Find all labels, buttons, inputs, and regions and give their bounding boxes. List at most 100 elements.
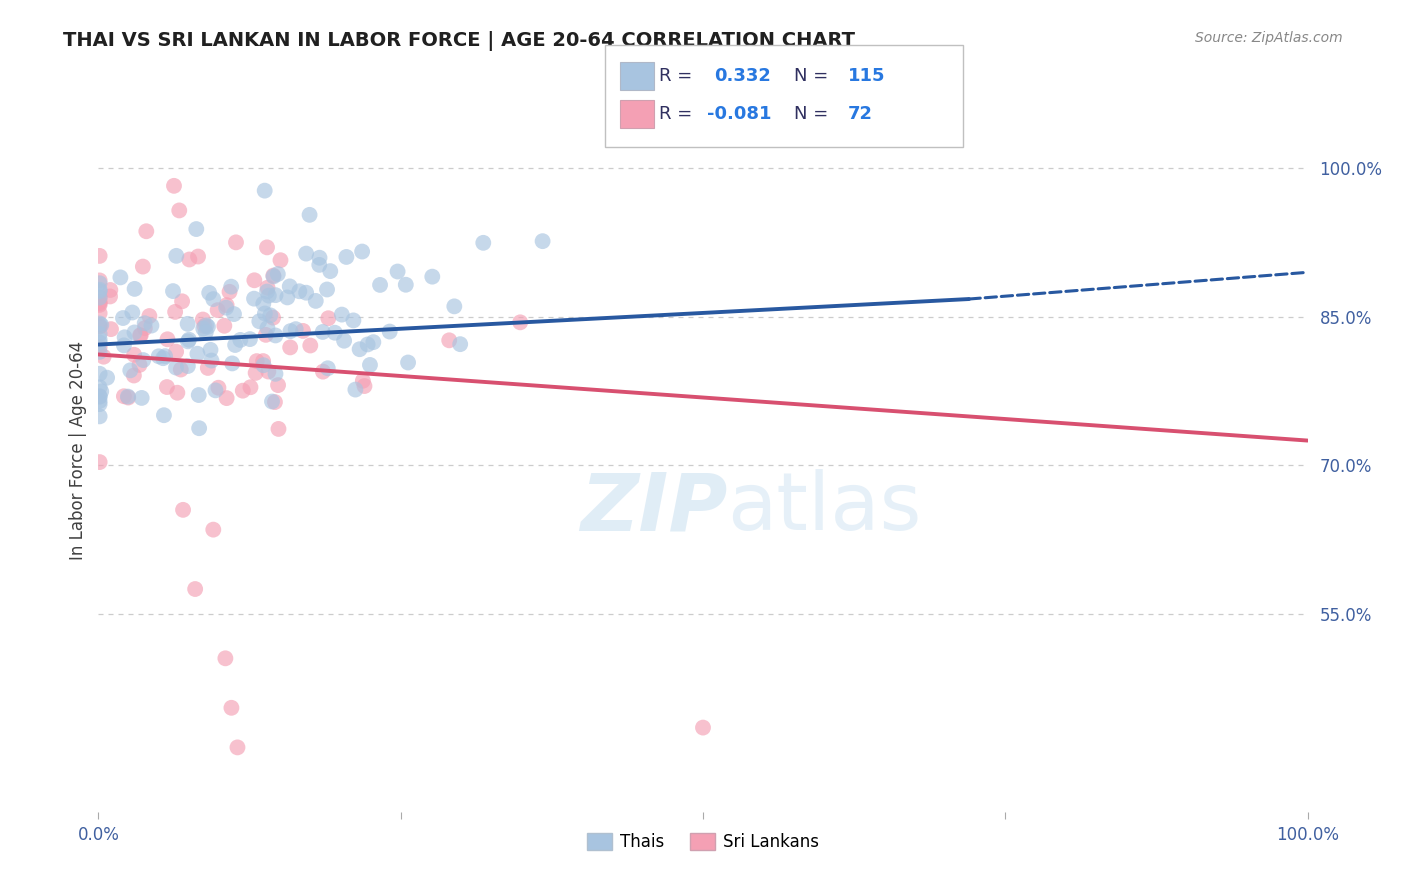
Point (218, 285, 240, 299)
Point (194, 326, 217, 340)
Point (222, 307, 245, 321)
Point (165, 305, 187, 319)
Point (135, 224, 157, 238)
Point (128, 358, 150, 372)
Point (221, 356, 243, 370)
Point (193, 318, 215, 333)
Text: Source: ZipAtlas.com: Source: ZipAtlas.com (1195, 31, 1343, 45)
Point (243, 292, 266, 306)
Text: R =: R = (659, 105, 693, 123)
Point (253, 184, 276, 198)
Point (420, 269, 443, 284)
Point (166, 385, 188, 400)
Point (114, 330, 136, 344)
Point (257, 365, 280, 379)
Point (90, 318, 112, 332)
Point (165, 360, 187, 375)
Text: atlas: atlas (727, 469, 921, 548)
Point (267, 267, 290, 281)
Point (509, 315, 531, 329)
Text: 115: 115 (848, 67, 886, 85)
Point (259, 309, 281, 323)
Point (256, 281, 278, 295)
Point (353, 379, 375, 393)
Point (187, 388, 209, 402)
Point (177, 359, 200, 373)
Point (110, 270, 132, 285)
Point (93, 350, 115, 364)
Point (89, 285, 111, 299)
Point (330, 308, 353, 322)
Point (319, 264, 342, 278)
Point (295, 285, 318, 300)
Point (215, 391, 238, 405)
Point (202, 523, 225, 537)
Point (276, 290, 298, 304)
Point (262, 310, 284, 325)
Point (89, 335, 111, 350)
Point (214, 651, 236, 665)
Point (253, 306, 276, 320)
Point (387, 264, 409, 278)
Point (312, 365, 335, 379)
Point (200, 353, 222, 368)
Point (89, 317, 111, 331)
Point (153, 408, 176, 422)
Point (186, 347, 208, 361)
Point (89, 397, 111, 411)
Point (215, 301, 238, 315)
Point (252, 358, 274, 372)
Point (129, 328, 152, 343)
Point (264, 288, 287, 302)
Point (214, 318, 236, 333)
Point (256, 240, 278, 254)
Point (224, 338, 246, 352)
Point (89, 306, 111, 320)
Point (260, 394, 283, 409)
Point (256, 285, 278, 299)
Point (122, 348, 145, 362)
Point (89, 291, 111, 305)
Point (323, 326, 346, 340)
Point (349, 342, 371, 356)
Point (352, 374, 374, 388)
Point (356, 337, 378, 351)
Point (245, 366, 267, 380)
Point (193, 321, 215, 335)
Point (299, 338, 322, 352)
Point (112, 338, 135, 352)
Point (472, 235, 495, 250)
Point (225, 235, 247, 250)
Point (280, 324, 302, 338)
Point (342, 313, 364, 327)
Point (89, 367, 111, 381)
Point (202, 292, 225, 306)
Legend: Thais, Sri Lankans: Thais, Sri Lankans (581, 826, 825, 857)
Point (359, 358, 381, 372)
Point (252, 297, 274, 311)
Point (96, 370, 118, 384)
Point (692, 721, 714, 735)
Point (204, 384, 226, 398)
Point (177, 333, 200, 347)
Text: N =: N = (794, 67, 828, 85)
Point (267, 378, 290, 392)
Point (531, 234, 554, 248)
Point (449, 337, 471, 351)
Point (112, 389, 135, 403)
Point (121, 305, 143, 319)
Point (443, 299, 465, 313)
Point (278, 279, 301, 293)
Point (156, 380, 179, 394)
Point (256, 321, 278, 335)
Point (89, 380, 111, 394)
Text: THAI VS SRI LANKAN IN LABOR FORCE | AGE 20-64 CORRELATION CHART: THAI VS SRI LANKAN IN LABOR FORCE | AGE … (63, 31, 855, 51)
Point (318, 311, 340, 326)
Point (165, 344, 187, 359)
Point (252, 354, 274, 368)
Point (89, 296, 111, 310)
Point (378, 325, 401, 339)
Point (298, 208, 321, 222)
Point (153, 349, 176, 363)
Point (200, 343, 222, 357)
